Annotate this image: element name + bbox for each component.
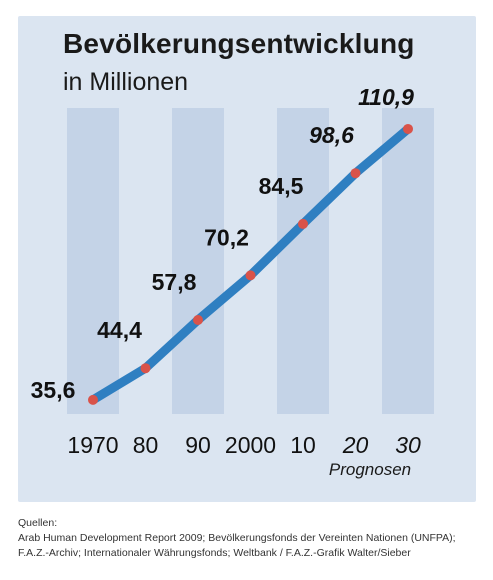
background-columns (67, 108, 434, 414)
line-layer (88, 124, 413, 405)
sources-line-1: Arab Human Development Report 2009; Bevö… (18, 532, 456, 544)
data-point-2000 (245, 270, 256, 281)
value-label-30: 110,9 (358, 84, 414, 110)
data-point-20 (350, 168, 361, 179)
sources-line-2: F.A.Z.-Archiv; Internationaler Währungsf… (18, 547, 411, 559)
data-point-1970 (88, 394, 98, 405)
x-tick-20: 20 (342, 432, 369, 458)
value-label-10: 84,5 (259, 173, 304, 199)
data-point-10 (298, 218, 308, 229)
value-label-80: 44,4 (97, 317, 142, 343)
x-tick-2000: 2000 (225, 432, 276, 458)
x-tick-90: 90 (185, 432, 211, 458)
x-tick-10: 10 (290, 432, 316, 458)
x-tick-80: 80 (133, 432, 159, 458)
background-column-1970 (67, 108, 119, 414)
value-label-1970: 35,6 (31, 377, 76, 403)
background-column-30 (382, 108, 434, 414)
background-column-10 (277, 108, 329, 414)
chart-subtitle: in Millionen (63, 68, 189, 96)
forecast-label: Prognosen (329, 460, 411, 479)
sources-heading: Quellen: (18, 517, 58, 529)
background-column-90 (172, 108, 224, 414)
value-label-90: 57,8 (152, 269, 197, 295)
sources-note: Quellen: Arab Human Development Report 2… (18, 516, 488, 561)
x-tick-30: 30 (395, 432, 421, 458)
value-label-2000: 70,2 (204, 224, 249, 250)
data-point-30 (403, 123, 413, 134)
data-point-80 (140, 363, 151, 374)
data-markers (88, 123, 413, 405)
value-label-20: 98,6 (309, 122, 354, 148)
data-point-90 (193, 314, 203, 325)
chart-title: Bevölkerungsentwicklung (63, 28, 415, 59)
population-line (88, 124, 413, 405)
x-tick-labels: 1970 80 90 2000 10 20 30 (67, 432, 421, 458)
x-tick-1970: 1970 (67, 432, 118, 458)
